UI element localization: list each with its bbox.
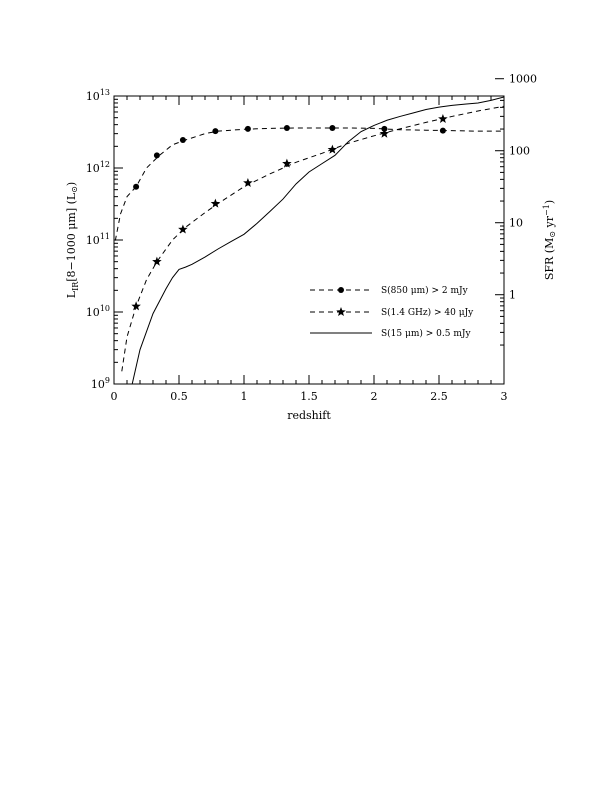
y-tick-label: 1010 — [86, 304, 110, 319]
y2-tick-label: 10 — [509, 217, 523, 230]
data-point-star — [131, 301, 141, 311]
y2-tick-label: 100 — [509, 145, 530, 158]
x-tick-label: 0 — [111, 390, 118, 403]
y-tick-label: 1013 — [86, 88, 110, 103]
y-axis-title: LIR[8−1000 μm] (L⊙) — [65, 182, 80, 298]
legend-label-1p4ghz: S(1.4 GHz) > 40 μJy — [381, 307, 474, 318]
legend-marker-1p4ghz — [336, 307, 346, 317]
plot-area — [114, 96, 504, 384]
legend-star-shape — [336, 307, 346, 317]
legend-label-850um: S(850 μm) > 2 mJy — [381, 285, 469, 296]
x-tick-label: 2 — [371, 390, 378, 403]
series-line-2 — [131, 96, 504, 384]
axis-ticks — [113, 78, 505, 385]
data-point-circle — [283, 124, 290, 131]
data-point-star — [438, 113, 448, 123]
x-tick-label: 0.5 — [170, 390, 188, 403]
tick-labels: 0 0.5 1 1.5 2 2.5 3 109 1010 1011 1012 1013 1 10 100 10… — [86, 73, 537, 403]
data-point-circle — [329, 124, 336, 131]
data-point-circle — [439, 127, 446, 134]
x-tick-label: 1 — [241, 390, 248, 403]
y2-axis-title: SFR (M⊙ yr−1) — [542, 200, 557, 280]
x-tick-label: 3 — [501, 390, 508, 403]
data-point-star — [210, 198, 221, 208]
data-point-star — [152, 256, 162, 266]
data-point-star — [178, 224, 188, 234]
series-line-0 — [114, 127, 504, 241]
y-tick-label: 109 — [91, 376, 110, 391]
data-point-circle — [133, 183, 140, 190]
series-line-1 — [121, 105, 504, 372]
y2-tick-label: 1000 — [509, 73, 537, 86]
data-point-circle — [179, 136, 186, 143]
x-tick-label: 1.5 — [300, 390, 318, 403]
legend-marker-850um — [338, 287, 344, 293]
data-point-star — [282, 158, 292, 168]
x-axis-title: redshift — [287, 409, 331, 422]
legend: S(850 μm) > 2 mJy S(1.4 GHz) > 40 μJy S(… — [310, 285, 474, 339]
plot-frame — [113, 95, 505, 385]
y2-tick-label: 1 — [509, 289, 516, 302]
y-tick-label: 1012 — [86, 160, 110, 175]
data-point-star — [243, 177, 253, 187]
data-point-star — [327, 144, 338, 154]
data-point-circle — [212, 128, 219, 135]
data-point-star — [379, 128, 390, 138]
legend-label-15um: S(15 μm) > 0.5 mJy — [381, 328, 471, 339]
y-tick-label: 1011 — [86, 232, 110, 247]
data-point-circle — [153, 152, 160, 159]
data-point-circle — [244, 125, 251, 132]
x-tick-label: 2.5 — [430, 390, 448, 403]
